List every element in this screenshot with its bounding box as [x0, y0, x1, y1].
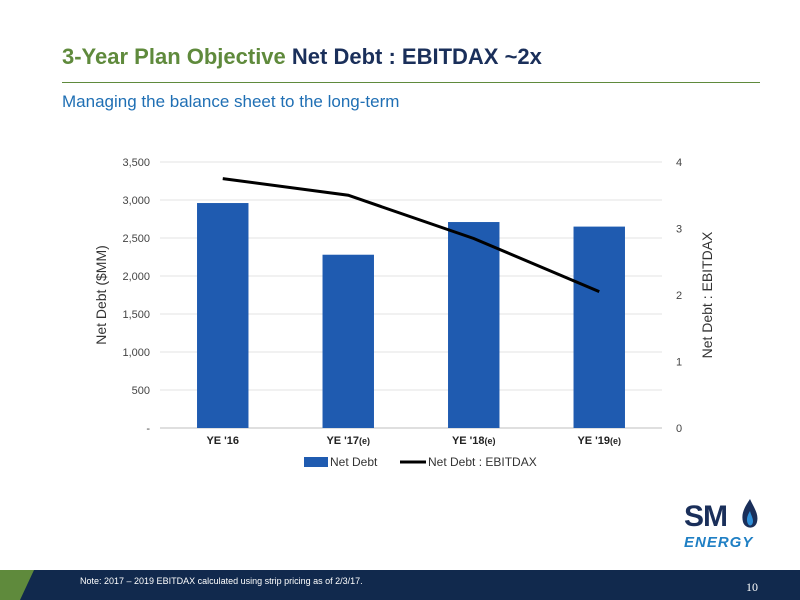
company-logo: SM ENERGY [680, 496, 764, 556]
bar-net-debt [197, 203, 249, 428]
y-axis-title: Net Debt ($MM) [93, 245, 109, 345]
y-tick-label: 2,000 [122, 271, 150, 283]
footer-bar: Note: 2017 – 2019 EBITDAX calculated usi… [0, 570, 800, 600]
title-objective: 3-Year Plan Objective [62, 44, 286, 69]
x-tick-label: YE '16 [206, 435, 239, 447]
y2-tick-label: 2 [676, 290, 682, 302]
estimate-suffix: (e) [610, 436, 621, 446]
estimate-suffix: (e) [359, 436, 370, 446]
y-tick-label: 1,000 [122, 347, 150, 359]
x-tick-label: YE '18(e) [452, 435, 496, 447]
y-tick-label: 3,000 [122, 195, 150, 207]
bar-net-debt [448, 222, 500, 428]
legend-label: Net Debt : EBITDAX [428, 455, 537, 469]
x-tick-label: YE '17(e) [326, 435, 370, 447]
line-net-debt-ebitdax [222, 177, 600, 294]
bar-net-debt [322, 254, 374, 428]
y2-axis-title: Net Debt : EBITDAX [699, 231, 715, 358]
bar-net-debt [573, 226, 625, 428]
x-tick-label: YE '19(e) [577, 435, 621, 447]
title-divider [62, 82, 760, 83]
y-tick-label: 2,500 [122, 233, 150, 245]
flame-icon [742, 499, 758, 528]
slide-subtitle: Managing the balance sheet to the long-t… [62, 92, 400, 111]
legend-swatch-bar [304, 457, 328, 467]
y2-tick-label: 1 [676, 357, 682, 369]
estimate-suffix: (e) [485, 436, 496, 446]
slide-title: 3-Year Plan Objective Net Debt : EBITDAX… [62, 44, 542, 70]
y-tick-label: 3,500 [122, 157, 150, 169]
legend-label: Net Debt [330, 455, 378, 469]
logo-energy-text: ENERGY [684, 534, 754, 551]
y-tick-label: - [146, 423, 150, 435]
footer-note: Note: 2017 – 2019 EBITDAX calculated usi… [80, 576, 363, 586]
y-tick-label: 1,500 [122, 309, 150, 321]
logo-sm-text: SM [684, 500, 728, 533]
y2-tick-label: 4 [676, 157, 682, 169]
footer-band [20, 570, 800, 600]
combo-chart: - 500 1,000 1,500 2,000 2,500 3,000 3,500 0 1 2 3 4 Y… [93, 157, 715, 469]
y2-tick-label: 3 [676, 224, 682, 236]
y-tick-label: 500 [132, 385, 150, 397]
page-number: 10 [746, 580, 758, 594]
y2-tick-label: 0 [676, 423, 682, 435]
title-target: Net Debt : EBITDAX ~2x [291, 44, 542, 69]
